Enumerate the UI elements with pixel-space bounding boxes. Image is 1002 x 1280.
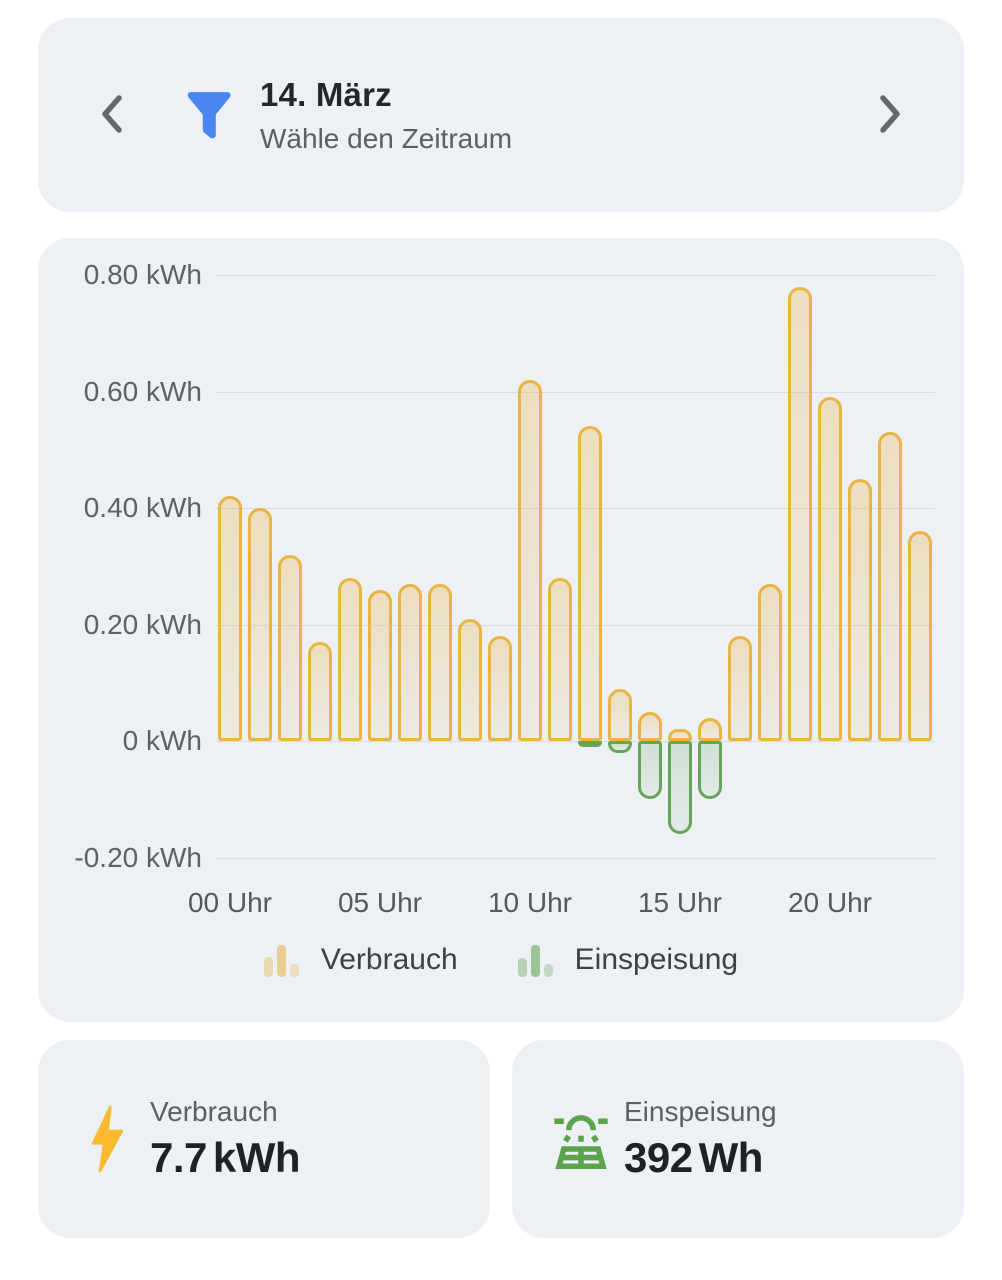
gridline xyxy=(215,392,935,393)
y-axis-tick-label: 0.60 kWh xyxy=(83,376,202,407)
consumption-summary-value: 7.7 kWh xyxy=(150,1134,301,1181)
bar-consumption-h10[interactable] xyxy=(518,380,542,741)
legend-label-consumption: Verbrauch xyxy=(320,943,458,976)
bar-consumption-h15[interactable] xyxy=(668,729,692,741)
selected-date[interactable]: 14. März xyxy=(260,75,392,113)
legend-item-feedin[interactable]: Einspeisung xyxy=(517,943,739,977)
bar-consumption-h13[interactable] xyxy=(608,689,632,741)
y-axis-tick-label: -0.20 kWh xyxy=(74,842,202,873)
bar-consumption-h19[interactable] xyxy=(788,287,812,741)
gridline xyxy=(215,741,935,742)
feedin-summary-label: Einspeisung xyxy=(624,1096,777,1127)
date-range-subtitle: Wähle den Zeitraum xyxy=(260,122,513,154)
legend-item-consumption[interactable]: Verbrauch xyxy=(263,943,458,977)
bar-consumption-h22[interactable] xyxy=(878,432,902,741)
chevron-left-icon xyxy=(98,93,126,138)
x-axis-tick-label: 10 Uhr xyxy=(487,887,573,918)
bar-consumption-h23[interactable] xyxy=(908,531,932,741)
gridline xyxy=(215,625,935,626)
solar-panel-icon xyxy=(550,1109,612,1169)
bar-consumption-h9[interactable] xyxy=(488,636,512,741)
energy-chart-card: 0.80 kWh 0.60 kWh 0.40 kWh 0.20 kWh 0 kWh -0.… xyxy=(38,238,964,1022)
y-axis-tick-label: 0.40 kWh xyxy=(83,492,202,523)
consumption-summary-label: Verbrauch xyxy=(150,1096,278,1127)
bar-consumption-h8[interactable] xyxy=(458,619,482,741)
x-axis-tick-label: 05 Uhr xyxy=(337,887,423,918)
hourly-energy-bar-chart: 0.80 kWh 0.60 kWh 0.40 kWh 0.20 kWh 0 kWh -0.… xyxy=(38,238,964,1022)
chevron-right-icon xyxy=(876,93,904,138)
bar-consumption-h12[interactable] xyxy=(578,426,602,741)
bar-consumption-h1[interactable] xyxy=(248,508,272,741)
legend-label-feedin: Einspeisung xyxy=(574,943,739,976)
lightning-icon xyxy=(76,1106,138,1172)
bar-consumption-h11[interactable] xyxy=(548,578,572,741)
consumption-summary-card[interactable]: Verbrauch 7.7 kWh xyxy=(38,1040,490,1238)
bar-consumption-h6[interactable] xyxy=(398,584,422,741)
bar-consumption-h7[interactable] xyxy=(428,584,452,741)
bar-consumption-h18[interactable] xyxy=(758,584,782,741)
x-axis-tick-label: 00 Uhr xyxy=(187,887,273,918)
y-axis-tick-label: 0.20 kWh xyxy=(83,609,202,640)
feedin-bars-icon xyxy=(517,943,553,977)
consumption-bars-icon xyxy=(263,943,299,977)
bar-consumption-h16[interactable] xyxy=(698,718,722,741)
gridline xyxy=(215,508,935,509)
next-day-button[interactable] xyxy=(868,85,912,146)
bar-consumption-h14[interactable] xyxy=(638,712,662,741)
bar-consumption-h5[interactable] xyxy=(368,590,392,741)
y-axis-tick-label: 0.80 kWh xyxy=(83,259,202,290)
x-axis-tick-label: 20 Uhr xyxy=(787,887,873,918)
bar-consumption-h20[interactable] xyxy=(818,397,842,741)
chart-legend: Verbrauch Einspeisung xyxy=(38,943,964,977)
prev-day-button[interactable] xyxy=(90,85,134,146)
x-axis-tick-label: 15 Uhr xyxy=(637,887,723,918)
bar-consumption-h3[interactable] xyxy=(308,642,332,741)
gridline xyxy=(215,858,935,859)
bar-consumption-h17[interactable] xyxy=(728,636,752,741)
bar-feedin-h12[interactable] xyxy=(578,741,602,747)
feedin-summary-value: 392 Wh xyxy=(624,1134,763,1181)
gridline xyxy=(215,275,935,276)
feedin-summary-card[interactable]: Einspeisung 392 Wh xyxy=(512,1040,964,1238)
date-range-selector: 14. März Wähle den Zeitraum xyxy=(38,18,964,212)
bar-feedin-h14[interactable] xyxy=(638,741,662,799)
bar-feedin-h15[interactable] xyxy=(668,741,692,834)
filter-icon[interactable] xyxy=(186,90,232,140)
bar-consumption-h0[interactable] xyxy=(218,496,242,741)
bar-feedin-h13[interactable] xyxy=(608,741,632,753)
bar-consumption-h4[interactable] xyxy=(338,578,362,741)
bar-feedin-h16[interactable] xyxy=(698,741,722,799)
bar-consumption-h2[interactable] xyxy=(278,555,302,741)
y-axis-tick-label: 0 kWh xyxy=(122,725,202,756)
bar-consumption-h21[interactable] xyxy=(848,479,872,741)
